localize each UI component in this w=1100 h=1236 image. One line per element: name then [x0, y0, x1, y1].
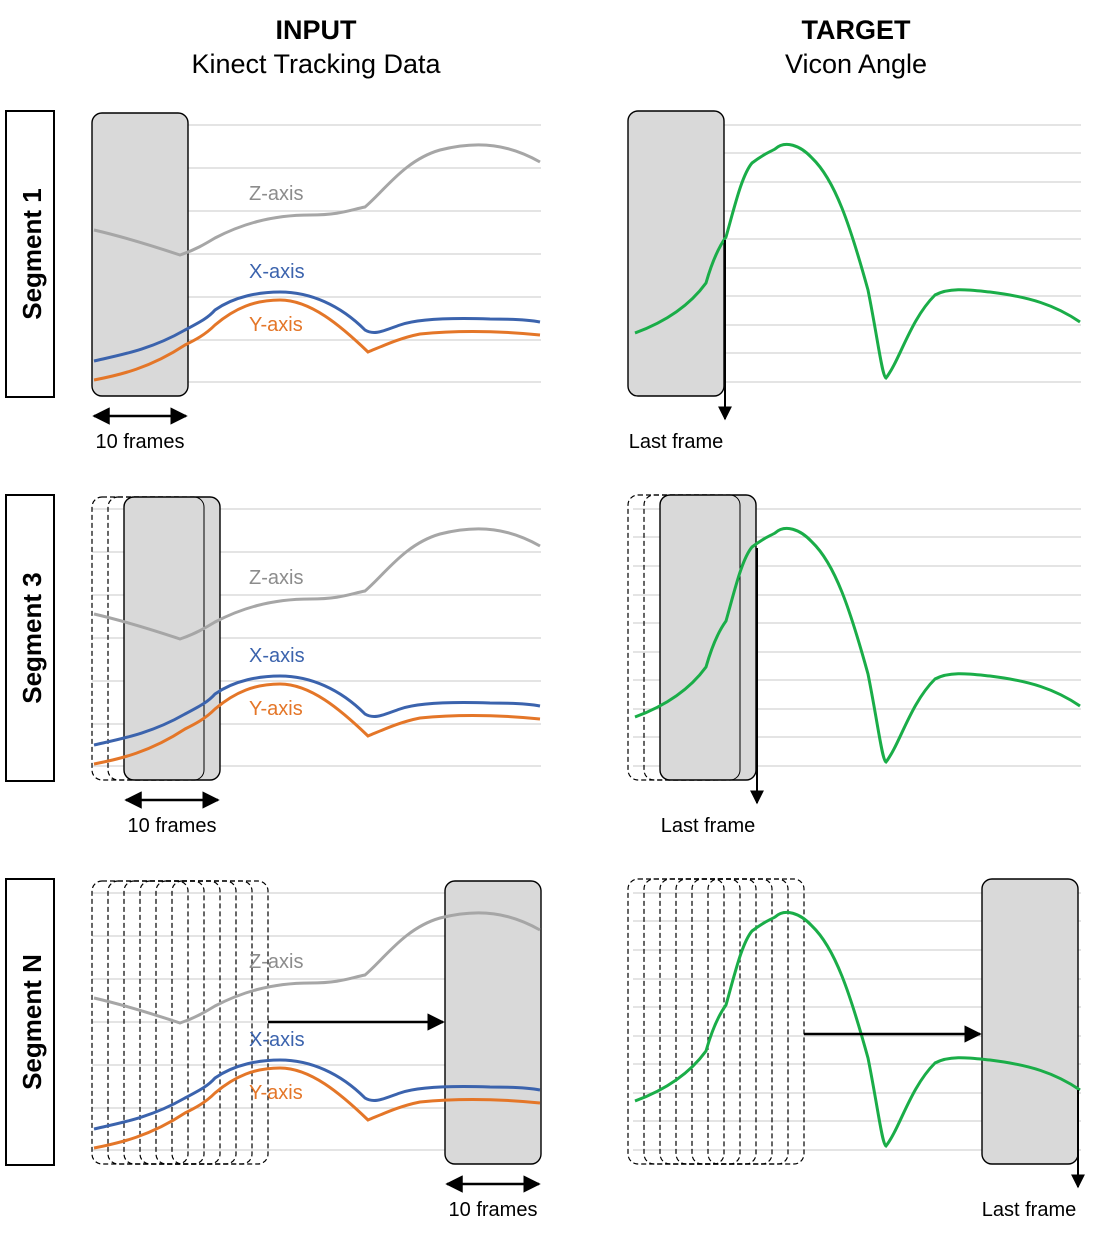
frame-window — [627, 110, 725, 397]
x-axis-line — [93, 1058, 541, 1131]
input-panel-segment-n: Z-axis X-axis Y-axis 10 frames — [91, 880, 542, 1221]
target-subtitle: Vicon Angle — [784, 49, 928, 79]
frame-window-outline — [659, 494, 741, 781]
input-panel-segment-1: Z-axis X-axis Y-axis 10 frames — [91, 112, 541, 453]
segment-3-label-box: Segment 3 — [5, 494, 55, 782]
x-axis-line — [93, 674, 541, 747]
segment-n-row: Segment N — [5, 878, 1085, 1221]
z-axis-label: Z-axis — [249, 567, 303, 589]
segment-3-label: Segment 3 — [17, 572, 47, 704]
y-axis-label: Y-axis — [249, 698, 303, 720]
previous-frame-windows — [627, 878, 805, 1165]
segment-n-label-box: Segment N — [5, 878, 55, 1166]
window-width-label: 10 frames — [128, 815, 217, 837]
target-header: TARGET Vicon Angle — [696, 14, 1016, 82]
segment-1-row: Segment 1 Z-axis X-axis Y-axis — [5, 110, 1081, 453]
input-header: INPUT Kinect Tracking Data — [156, 14, 476, 82]
vicon-angle-line — [634, 142, 1081, 380]
target-panel-segment-3: Last frame — [627, 494, 1081, 837]
x-axis-label: X-axis — [249, 261, 305, 283]
last-frame-label: Last frame — [661, 815, 755, 837]
target-panel-segment-1: Last frame — [627, 110, 1081, 453]
z-axis-label: Z-axis — [249, 183, 303, 205]
z-axis-line — [93, 911, 541, 1025]
target-title: TARGET — [801, 15, 911, 45]
last-frame-label: Last frame — [982, 1199, 1076, 1221]
y-axis-label: Y-axis — [249, 1082, 303, 1104]
target-panel-segment-n: Last frame — [627, 878, 1085, 1221]
window-width-label: 10 frames — [449, 1199, 538, 1221]
x-axis-line — [93, 290, 541, 363]
input-panel-segment-3: Z-axis X-axis Y-axis 10 frames — [91, 496, 541, 837]
vicon-angle-line — [634, 526, 1081, 764]
frame-window-outline — [123, 496, 205, 781]
z-axis-line — [93, 143, 541, 257]
y-axis-line — [93, 298, 541, 382]
y-axis-line — [93, 682, 541, 766]
x-axis-label: X-axis — [249, 645, 305, 667]
input-title: INPUT — [275, 15, 357, 45]
input-subtitle: Kinect Tracking Data — [191, 49, 441, 79]
segment-1-label-box: Segment 1 — [5, 110, 55, 398]
frame-window — [91, 112, 189, 397]
vicon-angle-line — [634, 910, 1081, 1148]
last-frame-label: Last frame — [629, 431, 723, 453]
frame-window — [981, 878, 1079, 1165]
z-axis-line — [93, 527, 541, 641]
previous-frame-windows — [91, 880, 269, 1165]
window-width-label: 10 frames — [96, 431, 185, 453]
segment-3-row: Segment 3 Z-axis — [5, 494, 1081, 837]
segment-1-label: Segment 1 — [17, 188, 47, 320]
y-axis-line — [93, 1066, 541, 1150]
frame-window — [444, 880, 542, 1165]
frame-window — [659, 494, 757, 781]
segment-n-label: Segment N — [17, 954, 47, 1090]
x-axis-label: X-axis — [249, 1029, 305, 1051]
z-axis-label: Z-axis — [249, 951, 303, 973]
y-axis-label: Y-axis — [249, 314, 303, 336]
